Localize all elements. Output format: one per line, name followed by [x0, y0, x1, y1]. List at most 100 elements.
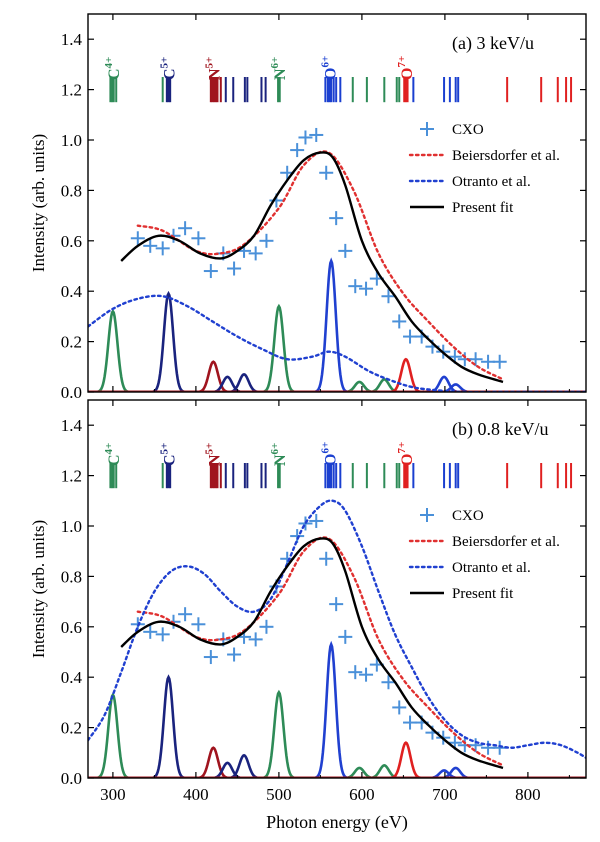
cxo-point	[143, 238, 158, 253]
ion-label: C4+	[103, 443, 123, 466]
cxo-point	[309, 127, 324, 142]
legend-label: Present fit	[452, 586, 514, 602]
cxo-point	[492, 354, 507, 369]
ion-label-charge: 5+	[159, 57, 171, 69]
cxo-point	[155, 241, 170, 256]
emission-peak	[150, 290, 187, 392]
cxo-point	[329, 597, 344, 612]
y-tick-label: 0.0	[61, 769, 82, 788]
ion-label-symbol: N	[272, 454, 289, 466]
y-tick-label: 0.0	[61, 383, 82, 402]
ion-label: C5+	[159, 57, 179, 80]
y-tick-label: 0.8	[61, 181, 82, 200]
series-present-fit	[120, 537, 504, 770]
ion-label-symbol: N	[206, 454, 223, 466]
cxo-point	[143, 624, 158, 639]
ion-label-charge: 6+	[320, 56, 332, 68]
x-tick-label: 600	[349, 785, 375, 804]
plot-area	[88, 463, 586, 778]
legend-label: Otranto et al.	[452, 174, 531, 190]
cxo-point	[381, 289, 396, 304]
ion-label-symbol: O	[323, 68, 340, 80]
ion-label-charge: 5+	[203, 57, 215, 69]
panel-a: 0.0 0.2 0.4 0.6 0.8 1.0 1.2 1.4 Intensity (arb. …	[29, 13, 587, 402]
ion-label: N6+	[269, 443, 289, 466]
cxo-point	[191, 231, 206, 246]
ion-label-charge: 4+	[103, 57, 115, 69]
ion-label-symbol: C	[162, 68, 179, 80]
ion-label: N6+	[269, 57, 289, 80]
panel-label: (a) 3 keV/u	[452, 33, 534, 54]
y-tick-label: 0.6	[61, 618, 82, 637]
y-tick-label: 0.8	[61, 567, 82, 586]
cxo-point	[248, 632, 263, 647]
ion-label: C4+	[103, 57, 123, 80]
cxo-point	[178, 221, 193, 236]
ion-label-charge: 5+	[203, 443, 215, 455]
x-tick-label: 400	[183, 785, 209, 804]
x-tick-label: 500	[266, 785, 292, 804]
ion-label-symbol: C	[106, 454, 123, 466]
cxo-point	[319, 165, 334, 180]
y-tick-label: 0.2	[61, 333, 82, 352]
cxo-point	[290, 143, 305, 158]
y-tick-label: 0.6	[61, 232, 82, 251]
emission-peak	[387, 741, 425, 778]
ion-label-symbol: C	[106, 68, 123, 80]
cxo-point	[338, 629, 353, 644]
legend-label: Beiersdorfer et al.	[452, 534, 560, 550]
emission-peak	[387, 357, 425, 392]
legend: CXO Beiersdorfer et al. Otranto et al. Pres…	[408, 508, 560, 602]
cxo-point	[381, 675, 396, 690]
series-present-fit	[120, 151, 504, 384]
panel-label: (b) 0.8 keV/u	[452, 419, 548, 440]
ion-label-symbol: C	[162, 454, 179, 466]
x-tick-label: 300	[100, 785, 126, 804]
cxo-point	[203, 650, 218, 665]
cxo-point	[248, 246, 263, 261]
x-axis-label: Photon energy (eV)	[266, 812, 408, 833]
y-tick-label: 0.4	[61, 668, 83, 687]
cxo-point	[130, 231, 145, 246]
cxo-point	[309, 513, 324, 528]
cxo-point	[259, 233, 274, 248]
ion-label-symbol: O	[323, 454, 340, 466]
cxo-point	[290, 529, 305, 544]
cxo-point	[329, 211, 344, 226]
axes-frame	[87, 399, 587, 779]
ion-label: O6+	[320, 442, 340, 466]
ion-label-charge: 7+	[396, 442, 408, 454]
ion-label-charge: 6+	[269, 57, 281, 69]
ion-label-charge: 4+	[103, 443, 115, 455]
y-tick-label: 1.0	[61, 517, 82, 536]
cxo-point	[178, 607, 193, 622]
legend: CXO Beiersdorfer et al. Otranto et al. Pres…	[408, 122, 560, 216]
cxo-point	[203, 264, 218, 279]
cxo-point	[227, 647, 242, 662]
cxo-point	[298, 130, 313, 145]
emission-peak	[94, 308, 132, 392]
cxo-point	[191, 617, 206, 632]
cxo-point	[227, 261, 242, 276]
cxo-point	[359, 281, 374, 296]
y-tick-label: 1.0	[61, 131, 82, 150]
legend-label: Beiersdorfer et al.	[452, 148, 560, 164]
ion-label-charge: 6+	[269, 443, 281, 455]
plot-area	[88, 77, 586, 392]
y-tick-label: 1.2	[61, 467, 82, 486]
ion-label: O7+	[396, 56, 416, 80]
cxo-point	[492, 740, 507, 755]
emission-peak	[260, 303, 298, 392]
ion-label: N5+	[203, 57, 223, 80]
cxo-point	[319, 551, 334, 566]
cxo-point	[348, 665, 363, 680]
series-otranto-et-al	[88, 294, 586, 392]
ion-label-symbol: O	[399, 454, 416, 466]
series-beiersdorfer-et-al	[136, 536, 505, 767]
series-beiersdorfer-et-al	[136, 150, 505, 381]
cxo-point	[392, 700, 407, 715]
legend-label: Otranto et al.	[452, 560, 531, 576]
y-tick-label: 1.4	[61, 416, 83, 435]
